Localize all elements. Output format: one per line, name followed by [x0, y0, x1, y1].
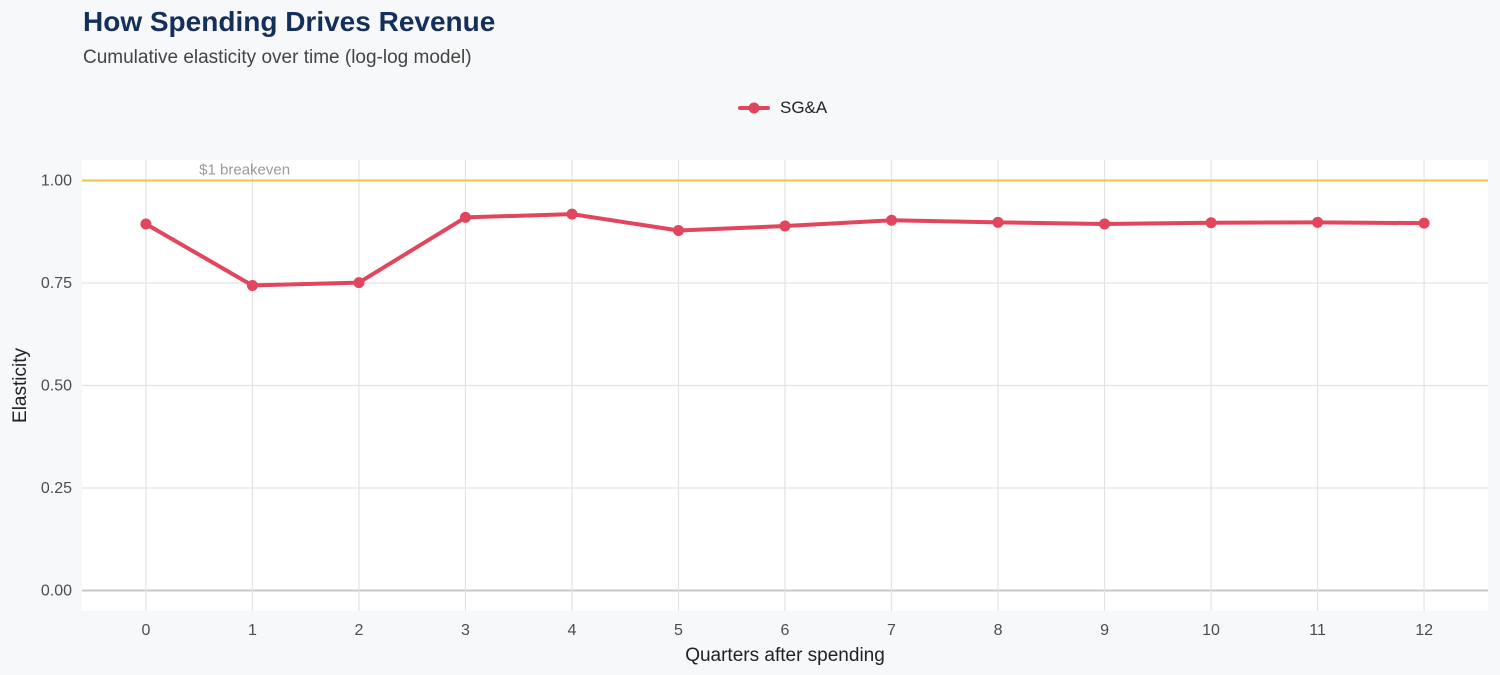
data-point — [246, 279, 258, 291]
x-tick-label: 10 — [1202, 622, 1220, 639]
x-tick-label: 12 — [1415, 622, 1433, 639]
legend-label-sga: SG&A — [780, 98, 828, 117]
x-tick-label: 4 — [568, 622, 577, 639]
y-tick-label: 0.75 — [41, 275, 72, 292]
y-axis-title: Elasticity — [10, 348, 31, 423]
data-point — [672, 225, 684, 237]
x-tick-label: 8 — [994, 622, 1003, 639]
data-point — [1312, 216, 1324, 228]
x-tick-label: 2 — [354, 622, 363, 639]
x-tick-label: 6 — [781, 622, 790, 639]
x-axis-title: Quarters after spending — [685, 645, 885, 666]
y-tick-label: 0.50 — [41, 378, 72, 395]
y-tick-label: 1.00 — [41, 173, 72, 190]
data-point — [459, 211, 471, 223]
data-point — [566, 208, 578, 220]
data-point — [353, 277, 365, 289]
x-tick-label: 7 — [887, 622, 896, 639]
x-tick-label: 5 — [674, 622, 683, 639]
data-point — [1418, 217, 1430, 229]
data-point — [992, 216, 1004, 228]
legend-swatch-sga — [738, 102, 770, 114]
legend: SG&A — [738, 98, 827, 118]
data-point — [779, 220, 791, 232]
y-tick-label: 0.00 — [41, 583, 72, 600]
chart-title: How Spending Drives Revenue — [83, 6, 496, 37]
data-point — [1099, 218, 1111, 230]
x-tick-label: 0 — [141, 622, 150, 639]
data-point — [1205, 217, 1217, 229]
x-tick-label: 1 — [248, 622, 257, 639]
data-point — [140, 218, 152, 230]
chart-subtitle: Cumulative elasticity over time (log-log… — [83, 47, 472, 68]
y-tick-label: 0.25 — [41, 480, 72, 497]
x-tick-label: 9 — [1100, 622, 1109, 639]
x-tick-label: 11 — [1309, 622, 1326, 639]
breakeven-label: $1 breakeven — [199, 162, 290, 179]
data-point — [886, 214, 898, 226]
x-tick-label: 3 — [461, 622, 470, 639]
